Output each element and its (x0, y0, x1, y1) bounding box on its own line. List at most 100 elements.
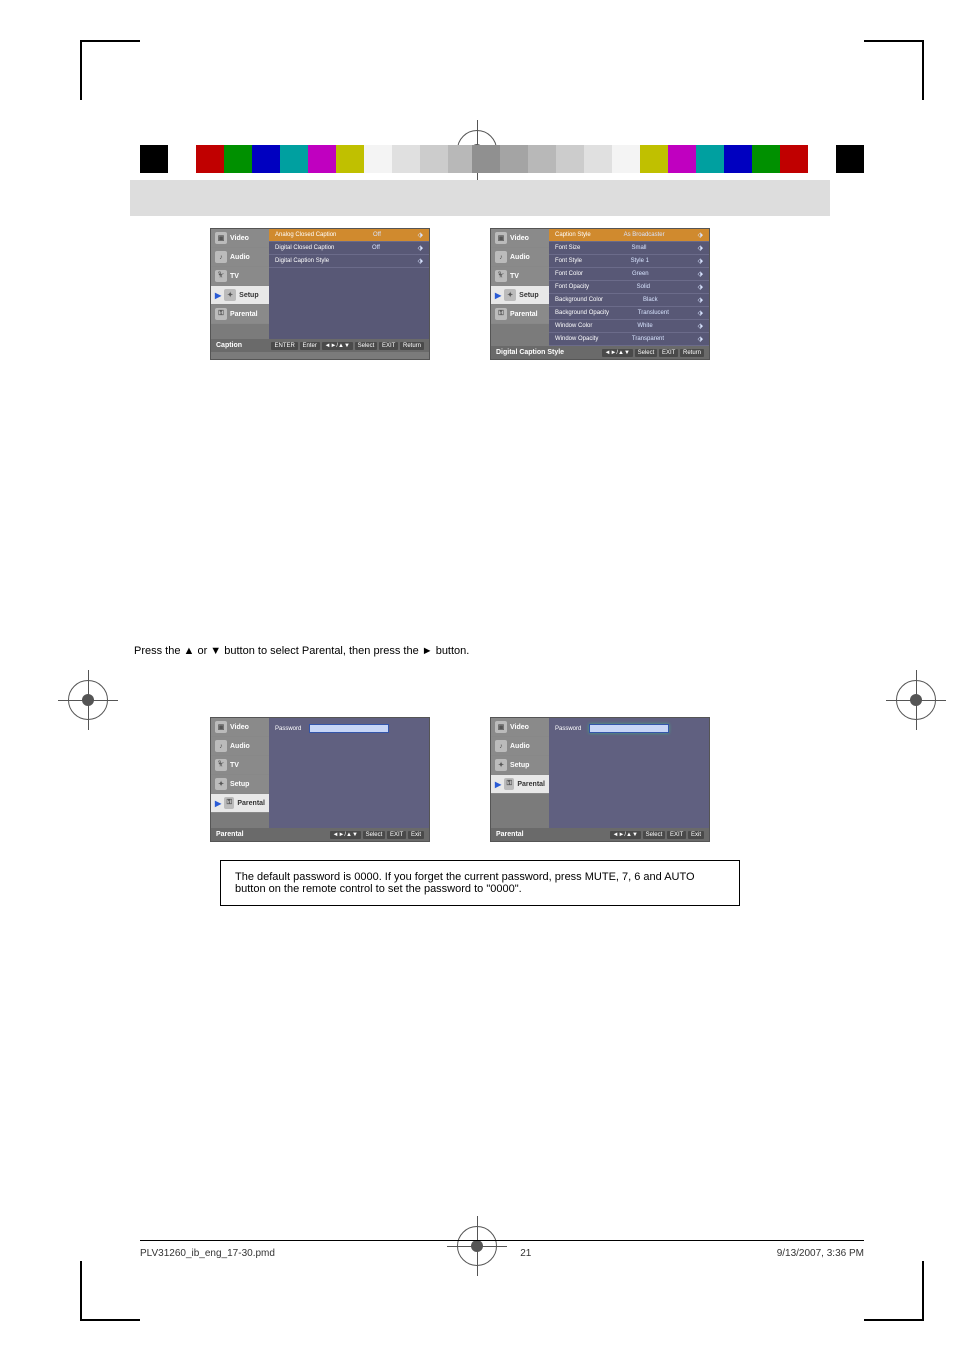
sidebar-item-audio[interactable]: ♪Audio (491, 248, 549, 267)
osd-title: Parental (496, 831, 606, 838)
knob-icon: ⬗ (698, 231, 703, 239)
registration-mark (896, 680, 936, 720)
label: Video (510, 235, 529, 242)
sidebar-item-setup[interactable]: ▶✦Setup (491, 286, 549, 305)
sidebar-item-tv[interactable]: ⏧TV (491, 267, 549, 286)
label: TV (230, 273, 239, 280)
osd-sidebar: ▣Video ♪Audio ⏧TV ▶✦Setup ⚿Parental (491, 229, 549, 346)
sidebar-item-parental[interactable]: ▶⚿Parental (491, 775, 549, 794)
password-input[interactable] (589, 724, 669, 733)
sidebar-item-parental[interactable]: ⚿Parental (491, 305, 549, 324)
footer-key: EXIT (387, 831, 406, 839)
sidebar-item-setup[interactable]: ✦Setup (491, 756, 549, 775)
sidebar-item-tv[interactable]: ⏧TV (211, 756, 269, 775)
sidebar-item-video[interactable]: ▣Video (211, 718, 269, 737)
sidebar-item-audio[interactable]: ♪Audio (211, 248, 269, 267)
knob-icon: ⬗ (698, 257, 703, 265)
label: TV (510, 273, 519, 280)
footer-timestamp: 9/13/2007, 3:36 PM (777, 1248, 864, 1259)
label: Audio (510, 743, 530, 750)
osd-sidebar: ▣Video ♪Audio ⏧TV ✦Setup ▶⚿Parental (211, 718, 269, 828)
osd-title: Caption (216, 342, 267, 349)
menu-row[interactable]: Font StyleStyle 1⬗ (549, 255, 709, 268)
row-label: Caption Style (555, 232, 591, 238)
password-input[interactable] (309, 724, 389, 733)
crop-mark (80, 1261, 82, 1321)
tv-icon: ⏧ (215, 759, 227, 771)
label: Parental (230, 311, 258, 318)
row-label: Font Color (555, 271, 583, 277)
row-value: Transparent (632, 336, 664, 342)
footer-key: EXIT (659, 349, 678, 357)
osd-title: Digital Caption Style (496, 349, 598, 356)
menu-row[interactable]: Window ColorWhite⬗ (549, 320, 709, 333)
footer-key: Select (643, 831, 666, 839)
label: Video (230, 724, 249, 731)
arrow-icon: ▶ (215, 291, 221, 300)
arrow-icon: ▶ (215, 799, 221, 808)
footer-key: Exit (688, 831, 704, 839)
registration-mark (68, 680, 108, 720)
tv-icon: ⏧ (215, 270, 227, 282)
row-label: Background Opacity (555, 310, 609, 316)
row-value: Off (372, 245, 380, 251)
audio-icon: ♪ (215, 251, 227, 263)
crop-mark (80, 40, 82, 100)
audio-icon: ♪ (215, 740, 227, 752)
label: Setup (519, 292, 538, 299)
crop-mark (922, 1261, 924, 1321)
knob-icon: ⬗ (698, 244, 703, 252)
password-row: Password (275, 724, 423, 733)
row-value: Off (373, 232, 381, 238)
row-value: Translucent (638, 310, 669, 316)
sidebar-item-audio[interactable]: ♪Audio (491, 737, 549, 756)
knob-icon: ⬗ (418, 244, 423, 252)
sidebar-item-parental[interactable]: ▶⚿Parental (211, 794, 269, 813)
label: Parental (237, 800, 265, 807)
menu-row[interactable]: Digital Closed CaptionOff⬗ (269, 242, 429, 255)
label: Setup (230, 781, 249, 788)
crop-mark (80, 40, 140, 42)
label: Audio (230, 254, 250, 261)
sidebar-item-setup[interactable]: ✦Setup (211, 775, 269, 794)
crop-mark (864, 1319, 924, 1321)
color-bar-right (472, 145, 864, 173)
row-value: Small (631, 245, 646, 251)
row-value: Style 1 (631, 258, 649, 264)
parental-osd-left: ▣Video ♪Audio ⏧TV ✦Setup ▶⚿Parental Pass… (210, 717, 430, 842)
password-label: Password (275, 726, 301, 732)
setup-icon: ✦ (495, 759, 507, 771)
sidebar-item-parental[interactable]: ⚿Parental (211, 305, 269, 324)
menu-row[interactable]: Font ColorGreen⬗ (549, 268, 709, 281)
footer-key: Enter (300, 342, 320, 350)
menu-row[interactable]: Font SizeSmall⬗ (549, 242, 709, 255)
osd-main: Caption StyleAs Broadcaster⬗Font SizeSma… (549, 229, 709, 346)
menu-row[interactable]: Font OpacitySolid⬗ (549, 281, 709, 294)
footer-key: EXIT (667, 831, 686, 839)
video-icon: ▣ (495, 232, 507, 244)
note-box: The default password is 0000. If you for… (220, 860, 740, 906)
crop-mark (80, 1319, 140, 1321)
menu-row[interactable]: Background OpacityTranslucent⬗ (549, 307, 709, 320)
footer-key: ◄►/▲▼ (602, 349, 633, 357)
sidebar-item-video[interactable]: ▣Video (211, 229, 269, 248)
knob-icon: ⬗ (698, 322, 703, 330)
sidebar-item-tv[interactable]: ⏧TV (211, 267, 269, 286)
osd-footer: Caption ENTER Enter ◄►/▲▼ Select EXIT Re… (211, 339, 429, 352)
parental-icon: ⚿ (224, 797, 234, 809)
sidebar-item-video[interactable]: ▣Video (491, 229, 549, 248)
osd-main: Password (549, 718, 709, 828)
knob-icon: ⬗ (418, 231, 423, 239)
menu-row[interactable]: Analog Closed CaptionOff⬗ (269, 229, 429, 242)
menu-row[interactable]: Digital Caption Style⬗ (269, 255, 429, 268)
footer-key: Select (363, 831, 386, 839)
label: Video (230, 235, 249, 242)
sidebar-item-video[interactable]: ▣Video (491, 718, 549, 737)
osd-row-caption: ▣Video ♪Audio ⏧TV ▶✦Setup ⚿Parental Anal… (210, 228, 830, 360)
menu-row[interactable]: Caption StyleAs Broadcaster⬗ (549, 229, 709, 242)
menu-row[interactable]: Background ColorBlack⬗ (549, 294, 709, 307)
row-label: Window Color (555, 323, 592, 329)
sidebar-item-audio[interactable]: ♪Audio (211, 737, 269, 756)
menu-row[interactable]: Window OpacityTransparent⬗ (549, 333, 709, 346)
sidebar-item-setup[interactable]: ▶✦Setup (211, 286, 269, 305)
